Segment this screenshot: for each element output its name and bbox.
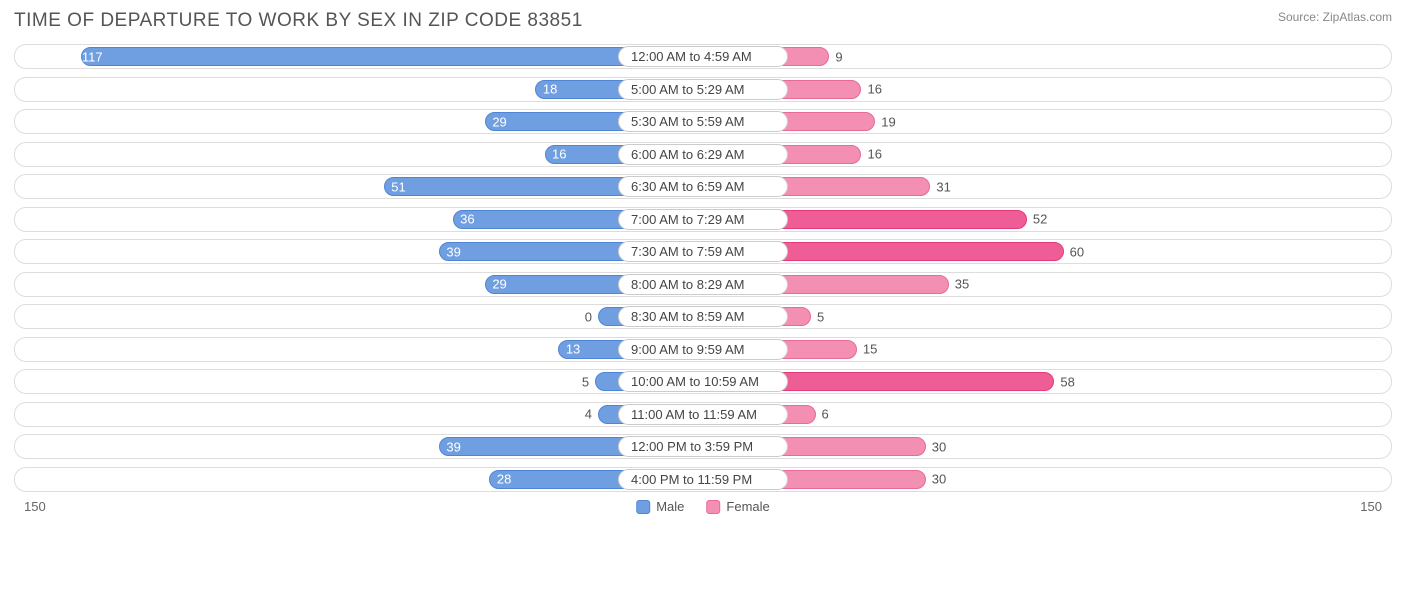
legend-swatch-male	[636, 500, 650, 514]
chart-row: 16 16 6:00 AM to 6:29 AM	[14, 142, 1392, 167]
value-male: 18	[543, 82, 557, 97]
value-female: 30	[932, 439, 946, 454]
row-label: 7:30 AM to 7:59 AM	[618, 241, 788, 262]
value-female: 9	[835, 49, 842, 64]
value-female: 58	[1060, 374, 1074, 389]
value-male: 28	[497, 472, 511, 487]
row-label: 4:00 PM to 11:59 PM	[618, 469, 788, 490]
legend: Male Female	[636, 499, 770, 514]
value-female: 35	[955, 277, 969, 292]
value-male: 117	[82, 49, 103, 64]
value-male: 5	[582, 374, 589, 389]
axis-max-left: 150	[24, 499, 46, 514]
row-label: 7:00 AM to 7:29 AM	[618, 209, 788, 230]
chart-row: 39 30 12:00 PM to 3:59 PM	[14, 434, 1392, 459]
chart-source: Source: ZipAtlas.com	[1278, 10, 1392, 24]
value-female: 60	[1070, 244, 1084, 259]
legend-item-female: Female	[706, 499, 769, 514]
value-male: 29	[492, 277, 506, 292]
value-male: 36	[460, 212, 474, 227]
legend-swatch-female	[706, 500, 720, 514]
legend-label-female: Female	[726, 499, 769, 514]
value-male: 39	[446, 244, 460, 259]
value-female: 16	[867, 82, 881, 97]
bar-male	[81, 47, 703, 66]
value-male: 4	[585, 407, 592, 422]
value-male: 0	[585, 309, 592, 324]
value-female: 16	[867, 147, 881, 162]
value-female: 30	[932, 472, 946, 487]
row-label: 8:00 AM to 8:29 AM	[618, 274, 788, 295]
value-male: 29	[492, 114, 506, 129]
chart-header: TIME OF DEPARTURE TO WORK BY SEX IN ZIP …	[14, 10, 1392, 32]
diverging-bar-chart: 117 9 12:00 AM to 4:59 AM 18 16 5:00 AM to 5:…	[14, 44, 1392, 492]
row-label: 5:00 AM to 5:29 AM	[618, 79, 788, 100]
row-label: 8:30 AM to 8:59 AM	[618, 306, 788, 327]
axis-max-right: 150	[1360, 499, 1382, 514]
chart-row: 39 60 7:30 AM to 7:59 AM	[14, 239, 1392, 264]
value-female: 19	[881, 114, 895, 129]
row-label: 9:00 AM to 9:59 AM	[618, 339, 788, 360]
value-male: 13	[566, 342, 580, 357]
value-female: 5	[817, 309, 824, 324]
chart-title: TIME OF DEPARTURE TO WORK BY SEX IN ZIP …	[14, 10, 583, 32]
chart-row: 28 30 4:00 PM to 11:59 PM	[14, 467, 1392, 492]
row-label: 12:00 AM to 4:59 AM	[618, 46, 788, 67]
chart-row: 4 6 11:00 AM to 11:59 AM	[14, 402, 1392, 427]
chart-row: 117 9 12:00 AM to 4:59 AM	[14, 44, 1392, 69]
value-male: 39	[446, 439, 460, 454]
value-female: 31	[936, 179, 950, 194]
legend-label-male: Male	[656, 499, 684, 514]
chart-row: 29 35 8:00 AM to 8:29 AM	[14, 272, 1392, 297]
value-female: 52	[1033, 212, 1047, 227]
row-label: 11:00 AM to 11:59 AM	[618, 404, 788, 425]
row-label: 5:30 AM to 5:59 AM	[618, 111, 788, 132]
value-female: 6	[822, 407, 829, 422]
row-label: 6:30 AM to 6:59 AM	[618, 176, 788, 197]
legend-item-male: Male	[636, 499, 684, 514]
chart-row: 36 52 7:00 AM to 7:29 AM	[14, 207, 1392, 232]
value-female: 15	[863, 342, 877, 357]
chart-row: 13 15 9:00 AM to 9:59 AM	[14, 337, 1392, 362]
chart-row: 18 16 5:00 AM to 5:29 AM	[14, 77, 1392, 102]
row-label: 12:00 PM to 3:59 PM	[618, 436, 788, 457]
chart-row: 0 5 8:30 AM to 8:59 AM	[14, 304, 1392, 329]
chart-row: 51 31 6:30 AM to 6:59 AM	[14, 174, 1392, 199]
chart-row: 5 58 10:00 AM to 10:59 AM	[14, 369, 1392, 394]
value-male: 51	[391, 179, 405, 194]
row-label: 6:00 AM to 6:29 AM	[618, 144, 788, 165]
value-male: 16	[552, 147, 566, 162]
chart-footer: 150 Male Female 150	[14, 499, 1392, 519]
row-label: 10:00 AM to 10:59 AM	[618, 371, 788, 392]
chart-row: 29 19 5:30 AM to 5:59 AM	[14, 109, 1392, 134]
